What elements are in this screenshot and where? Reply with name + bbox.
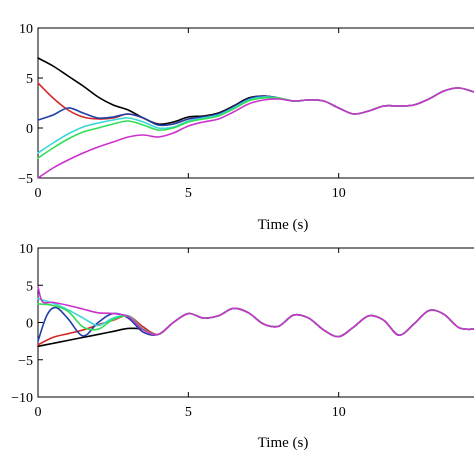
series-line-3 — [37, 87, 474, 127]
series-line-4 — [37, 87, 474, 154]
y-tick-label: 10 — [19, 22, 33, 37]
series-line-2 — [37, 82, 474, 127]
axis-frame — [37, 27, 474, 179]
y-tick-label: −10 — [11, 391, 33, 406]
y-tick-label: 0 — [26, 122, 33, 137]
series-line-5 — [37, 87, 474, 159]
y-tick-label: 10 — [19, 242, 33, 257]
x-tick-label: 5 — [185, 186, 192, 201]
y-tick-label: −5 — [18, 172, 33, 187]
y-tick-label: 5 — [26, 72, 33, 87]
chart-bottom: −10 −5 0 5 10 0 5 10 Time (s) — [11, 242, 474, 451]
x-tick-label: 0 — [35, 186, 42, 201]
y-tick-label: −5 — [18, 354, 33, 369]
x-tick-label: 10 — [332, 405, 346, 420]
x-tick-label: 0 — [35, 405, 42, 420]
series-line-6 — [37, 285, 474, 338]
x-axis-title: Time (s) — [258, 435, 309, 451]
y-tick-label: 5 — [26, 279, 33, 294]
x-tick-label: 10 — [332, 186, 346, 201]
x-tick-label: 5 — [185, 405, 192, 420]
series-line-5 — [37, 303, 474, 338]
series-line-1 — [37, 57, 474, 125]
y-tick-label: 0 — [26, 317, 33, 332]
series-line-6 — [37, 87, 474, 179]
x-axis-title: Time (s) — [258, 217, 309, 233]
